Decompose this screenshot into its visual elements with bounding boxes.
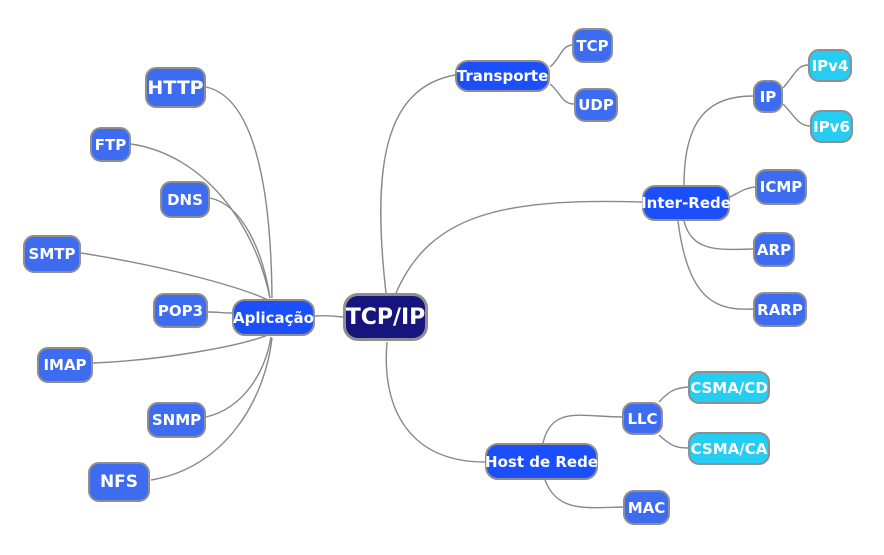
connector-host-mac [544, 479, 624, 509]
node-transporte[interactable]: Transporte [455, 60, 550, 92]
node-udp[interactable]: UDP [574, 88, 618, 122]
connector-llc-csma-ca [658, 434, 689, 449]
node-inter-rede[interactable]: Inter-Rede [641, 185, 731, 221]
node-ip[interactable]: IP [753, 80, 783, 113]
node-smtp[interactable]: SMTP [23, 235, 81, 273]
node-tcp-ip[interactable]: TCP/IP [343, 293, 428, 341]
connector-transporte-udp [549, 83, 575, 105]
node-imap[interactable]: IMAP [37, 347, 93, 383]
connector-ip-ipv4 [782, 64, 809, 89]
node-ftp[interactable]: FTP [90, 127, 131, 162]
node-mac[interactable]: MAC [623, 490, 670, 525]
node-nfs[interactable]: NFS [88, 462, 150, 502]
node-ipv6[interactable]: IPv6 [810, 110, 853, 143]
node-snmp[interactable]: SNMP [147, 402, 206, 438]
connector-aplicacao-smtp [80, 252, 269, 301]
connector-host-llc [542, 414, 623, 444]
connector-inter-rede-rarp [677, 220, 754, 310]
connector-ip-ipv6 [782, 103, 811, 127]
connector-center-host-de-rede [385, 341, 486, 463]
node-arp[interactable]: ARP [753, 232, 795, 267]
node-csma-ca[interactable]: CSMA/CA [688, 432, 770, 465]
connector-center-transporte [380, 74, 456, 294]
connector-center-aplicacao [314, 314, 344, 318]
node-llc[interactable]: LLC [622, 402, 663, 435]
connector-inter-rede-ip [683, 95, 754, 186]
node-tcp[interactable]: TCP [572, 28, 613, 63]
node-http[interactable]: HTTP [145, 67, 206, 108]
node-host-de-rede[interactable]: Host de Rede [485, 443, 598, 480]
connector-aplicacao-ftp [130, 143, 271, 299]
node-pop3[interactable]: POP3 [153, 293, 208, 328]
connector-inter-rede-icmp [729, 186, 756, 198]
connector-aplicacao-http [205, 86, 273, 299]
node-csma-cd[interactable]: CSMA/CD [688, 371, 770, 404]
node-aplicacao[interactable]: Aplicação [232, 299, 315, 336]
connector-aplicacao-snmp [205, 336, 272, 418]
node-dns[interactable]: DNS [160, 181, 210, 218]
node-icmp[interactable]: ICMP [755, 169, 807, 205]
connector-llc-csma-cd [658, 386, 689, 403]
connector-aplicacao-dns [209, 197, 271, 299]
connector-aplicacao-imap [92, 334, 269, 364]
connector-aplicacao-pop3 [207, 311, 233, 314]
node-rarp[interactable]: RARP [753, 292, 807, 327]
node-ipv4[interactable]: IPv4 [808, 49, 852, 82]
connector-aplicacao-nfs [150, 337, 273, 481]
connector-inter-rede-arp [683, 220, 754, 251]
connector-center-inter-rede [395, 200, 643, 294]
connector-transporte-tcp [549, 44, 573, 68]
